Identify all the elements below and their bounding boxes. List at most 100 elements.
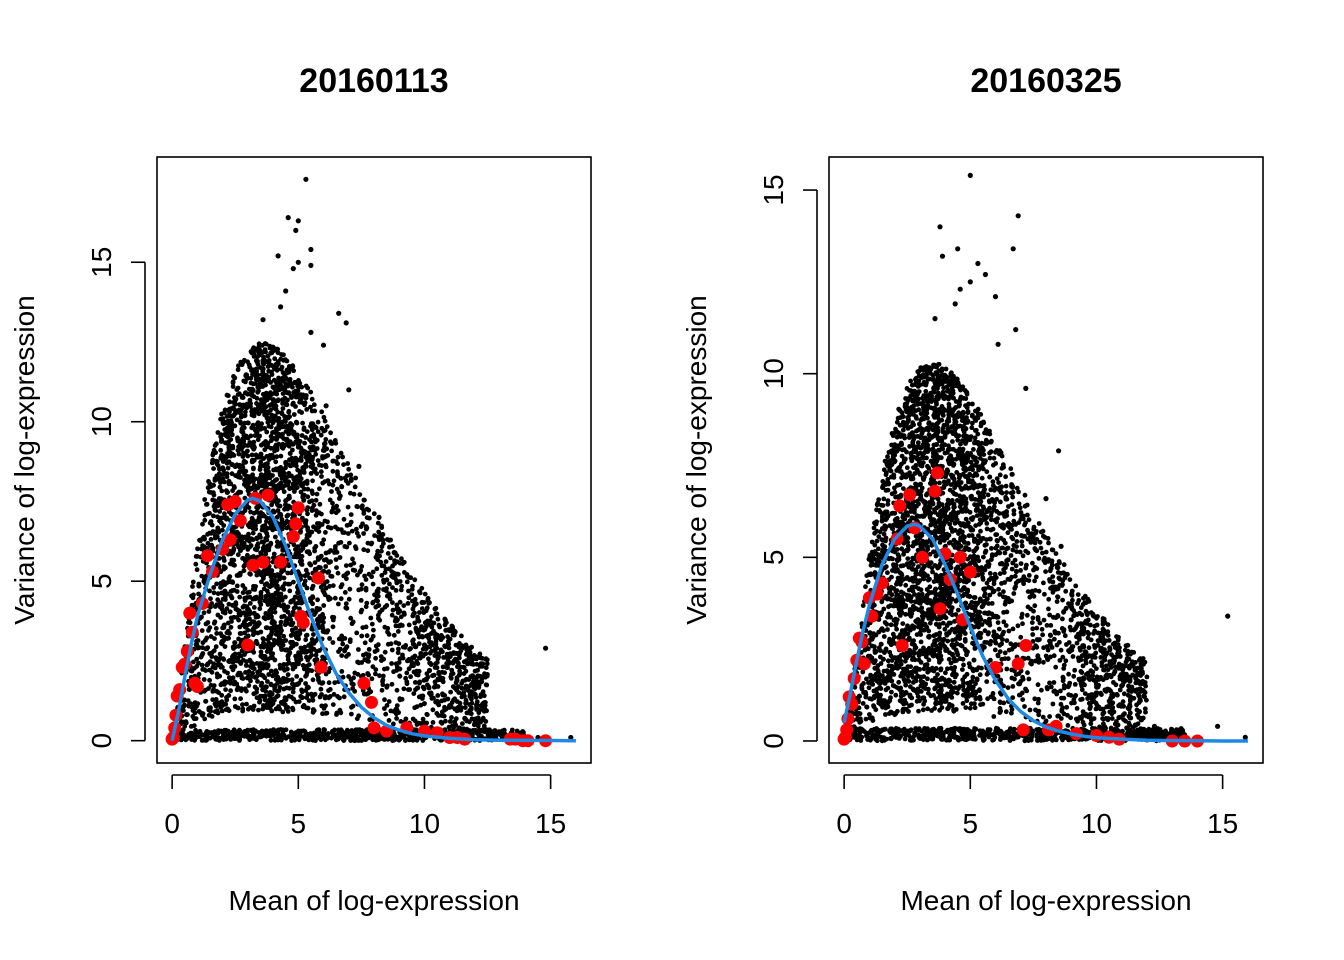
gene-point: [441, 655, 446, 660]
gene-point: [411, 603, 417, 609]
gene-point: [319, 540, 325, 546]
gene-point: [279, 614, 285, 620]
gene-point: [197, 537, 202, 543]
gene-point: [235, 552, 241, 558]
gene-point: [330, 702, 336, 707]
gene-point: [304, 538, 309, 544]
gene-point: [248, 678, 253, 684]
gene-point: [291, 368, 296, 374]
gene-point: [266, 672, 272, 677]
gene-point: [283, 376, 288, 382]
gene-point: [436, 622, 442, 628]
gene-point: [347, 540, 352, 546]
gene-point: [310, 421, 316, 427]
gene-point: [278, 386, 284, 391]
gene-point: [261, 456, 266, 461]
gene-outlier-point: [336, 310, 342, 316]
gene-point: [220, 453, 226, 459]
gene-point: [248, 664, 253, 669]
gene-point: [469, 644, 474, 650]
gene-point: [414, 629, 420, 635]
gene-point: [243, 409, 248, 415]
gene-point: [428, 660, 433, 666]
gene-point: [342, 732, 348, 738]
gene-point: [274, 436, 280, 441]
gene-point: [279, 569, 284, 575]
gene-point: [208, 634, 214, 639]
gene-point: [268, 574, 274, 580]
gene-point: [330, 500, 335, 506]
gene-point: [258, 693, 263, 699]
gene-point: [363, 526, 369, 532]
gene-point: [225, 426, 231, 431]
gene-point: [224, 414, 230, 419]
gene-point: [260, 483, 266, 489]
gene-point: [442, 670, 447, 676]
gene-point: [331, 692, 337, 697]
gene-point: [431, 628, 436, 634]
gene-point: [205, 620, 211, 625]
gene-point: [281, 686, 287, 692]
gene-point: [193, 561, 199, 567]
gene-point: [199, 628, 205, 633]
gene-point: [315, 429, 321, 435]
gene-point: [366, 647, 372, 652]
gene-outlier-point: [391, 549, 397, 556]
gene-point: [236, 643, 242, 649]
gene-point: [287, 451, 293, 456]
gene-point: [451, 697, 456, 703]
gene-point: [285, 672, 291, 678]
gene-point: [438, 637, 444, 643]
gene-point: [393, 640, 399, 645]
gene-point: [213, 644, 219, 650]
gene-point: [390, 607, 396, 613]
gene-point: [481, 693, 487, 699]
gene-point: [419, 606, 425, 611]
gene-point: [330, 640, 336, 645]
gene-point: [424, 605, 430, 611]
gene-point: [259, 343, 265, 348]
gene-point: [330, 468, 336, 474]
gene-point: [316, 529, 322, 534]
gene-point: [247, 486, 253, 492]
gene-point: [469, 700, 475, 706]
gene-point: [270, 701, 276, 706]
gene-point: [322, 441, 328, 446]
gene-point: [226, 693, 232, 698]
gene-point: [240, 395, 246, 400]
gene-point: [259, 425, 265, 431]
gene-point: [240, 454, 246, 459]
gene-point: [444, 665, 450, 670]
gene-point: [236, 444, 242, 450]
gene-point: [317, 648, 322, 653]
gene-point: [385, 551, 391, 556]
gene-point: [377, 617, 383, 623]
gene-point: [221, 558, 227, 563]
gene-point: [361, 531, 366, 536]
gene-point: [360, 735, 366, 740]
gene-point: [296, 658, 302, 664]
gene-outlier-point: [290, 266, 296, 272]
gene-point: [358, 609, 364, 615]
gene-point: [310, 731, 315, 737]
gene-point: [202, 517, 208, 523]
gene-point: [320, 629, 326, 634]
gene-point: [250, 670, 256, 676]
gene-point: [212, 476, 218, 482]
gene-point: [209, 522, 215, 528]
gene-point: [306, 455, 312, 460]
gene-point: [274, 477, 280, 482]
gene-point: [395, 650, 401, 656]
gene-point: [268, 594, 274, 600]
gene-point: [253, 674, 259, 680]
gene-point: [354, 504, 360, 509]
spike-in-point: [183, 606, 197, 620]
gene-point: [317, 694, 323, 700]
gene-point: [463, 677, 468, 683]
gene-point: [284, 678, 290, 684]
gene-point: [431, 695, 436, 701]
gene-point: [382, 624, 388, 630]
gene-outlier-point: [283, 288, 289, 294]
spike-in-point: [296, 616, 310, 630]
gene-point: [226, 620, 231, 626]
